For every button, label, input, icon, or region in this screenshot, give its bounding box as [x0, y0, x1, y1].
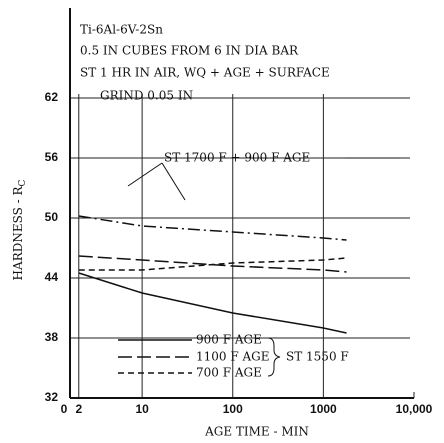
- x-tick-label: 1000: [310, 402, 337, 416]
- legend-label: 1100 F AGE: [196, 350, 270, 364]
- y-axis-label: HARDNESS - RC: [11, 179, 28, 280]
- legend-label: 900 F AGE: [196, 333, 262, 347]
- y-tick-label: 50: [45, 210, 59, 224]
- y-tick-label: 38: [45, 330, 59, 344]
- y-tick-label: 32: [45, 390, 59, 404]
- line-series: [78, 215, 347, 241]
- note-box: [73, 10, 403, 94]
- legend-bracket: [267, 337, 281, 377]
- leader-line: [161, 162, 186, 201]
- note: ST 1 HR IN AIR, WQ + AGE + SURFACE: [80, 66, 330, 80]
- annotation: ST 1700 F + 900 F AGE: [164, 151, 310, 165]
- x-tick-label: 0: [61, 402, 68, 416]
- y-tick-label: 44: [45, 270, 59, 284]
- y-tick-label: 62: [45, 90, 59, 104]
- x-tick-label: 100: [223, 402, 243, 416]
- y-axis-label-main: HARDNESS - R: [11, 185, 25, 280]
- x-tick-label: 10,000: [396, 402, 433, 416]
- y-tick-label: 56: [45, 150, 59, 164]
- x-tick-label: 10: [135, 402, 149, 416]
- line-series: [78, 257, 347, 271]
- legend-group-label: ST 1550 F: [286, 350, 349, 364]
- note: 0.5 IN CUBES FROM 6 IN DIA BAR: [80, 44, 299, 58]
- line-series: [78, 272, 347, 334]
- legend-label: 700 F AGE: [196, 366, 262, 380]
- leader-line: [127, 162, 163, 187]
- x-axis-label: AGE TIME - MIN: [204, 425, 309, 439]
- y-axis-label-sub: C: [18, 179, 28, 186]
- note: Ti-6Al-6V-2Sn: [80, 23, 163, 37]
- grid: [69, 68, 415, 399]
- x-tick-label: 2: [75, 402, 82, 416]
- note: GRIND 0.05 IN: [100, 89, 193, 103]
- marks: [78, 215, 347, 334]
- line-series: [78, 255, 347, 273]
